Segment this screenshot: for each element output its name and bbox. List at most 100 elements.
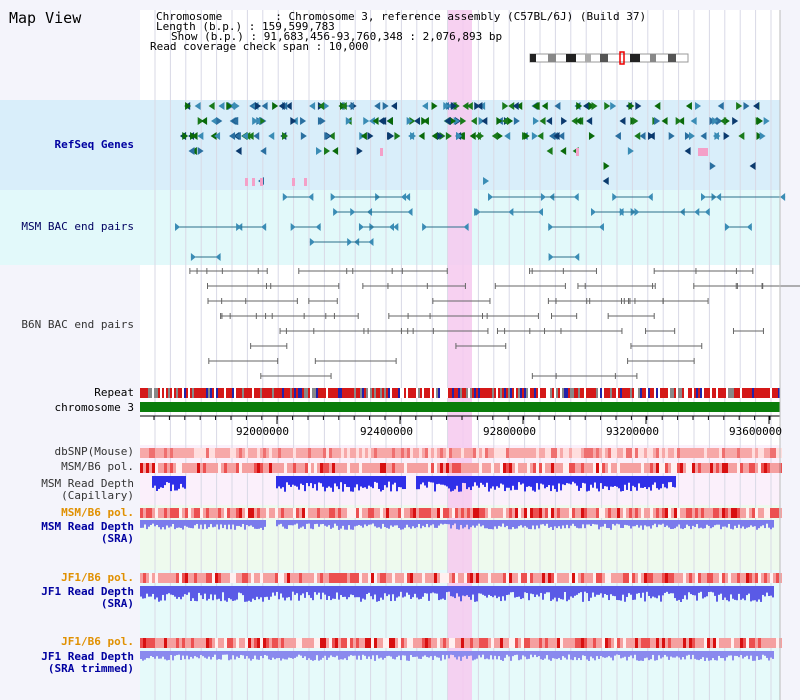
jf1-depth-trimmed-bar [352,651,354,656]
track-label-refseq[interactable]: RefSeq Genes [54,138,134,151]
msm-pol-capillary-strip [269,463,272,473]
jf1-pol-strip [608,573,611,583]
msm-depth-capillary-bar [280,476,282,489]
jf1-depth-sra-bar [502,586,504,597]
msm-depth-sra-bar [280,520,282,524]
jf1-depth-sra-bar [184,586,186,595]
jf1-pol-strip [170,573,173,583]
msm-depth-capillary-bar [454,476,456,490]
repeat-stripe [446,388,448,398]
track-label-dbsnp[interactable]: dbSNP(Mouse) [54,445,134,458]
msm-depth-sra-bar [494,520,496,527]
ruler-tick-label: 93600000 [729,425,782,438]
jf1-depth-trimmed-bar [554,651,556,659]
track-label-chromosome[interactable]: chromosome 3 [54,401,134,414]
jf1-depth-sra-bar [232,586,234,601]
msm-depth-sra-bar [634,520,636,527]
repeat-stripe [696,388,698,398]
bac-end [591,208,597,216]
msm-pol-sra-strip [587,508,590,518]
msm-depth-sra-bar [428,520,430,528]
track-label-repeat[interactable]: Repeat [94,386,134,399]
track-label-msm-depth-sra[interactable]: MSM Read Depth [41,520,134,533]
repeat-stripe [364,388,366,398]
jf1-pol-strip [527,573,530,583]
msm-pol-sra-strip [758,508,761,518]
msm-depth-sra-bar [148,520,150,527]
track-label-msm-depth-capillary[interactable]: MSM Read Depth [41,477,134,490]
msm-depth-capillary-bar [276,476,278,489]
jf1-pol-trimmed-strip [194,638,197,648]
jf1-depth-sra-bar [480,586,482,594]
bac-end [290,223,296,231]
jf1-pol-trimmed-strip [584,638,587,648]
jf1-pol-trimmed-strip [203,638,206,648]
repeat-stripe [324,388,326,398]
track-label-jf1-depth-2[interactable]: JF1 Read Depth [41,650,134,663]
repeat-stripe [248,388,250,398]
track-label-jf1-pol-2[interactable]: JF1/B6 pol. [61,635,134,648]
jf1-depth-trimmed-bar [736,651,738,656]
msm-pol-capillary-strip [383,463,386,473]
track-label-msm-pol-sra[interactable]: MSM/B6 pol. [61,506,134,519]
gene-glyph [507,117,514,125]
track-label-msm-pol-capillary[interactable]: MSM/B6 pol. [61,460,134,473]
dbsnp-strip [338,448,341,458]
repeat-stripe [682,388,684,398]
repeat-stripe [154,388,156,398]
jf1-depth-trimmed-bar [140,651,142,659]
jf1-depth-trimmed-bar [506,651,508,655]
jf1-pol-trimmed-strip [236,638,239,648]
jf1-pol-trimmed-strip [488,638,491,648]
msm-pol-capillary-strip [254,463,257,473]
repeat-stripe [588,388,590,398]
jf1-depth-trimmed-bar [484,651,486,660]
dbsnp-strip [605,448,608,458]
dbsnp-strip [371,448,374,458]
msm-depth-capillary-bar [520,476,522,485]
dbsnp-strip [737,448,740,458]
msm-depth-capillary-bar [162,476,164,488]
jf1-pol-trimmed-strip [401,638,404,648]
dbsnp-strip [719,448,722,458]
jf1-pol-strip [581,573,584,583]
track-label-b6n-bac[interactable]: B6N BAC end pairs [21,318,134,331]
gene-glyph [300,117,307,125]
msm-pol-capillary-strip [758,463,761,473]
dbsnp-strip [620,448,623,458]
repeat-stripe [406,388,408,398]
jf1-pol-trimmed-strip [563,638,566,648]
track-label-jf1-pol-1[interactable]: JF1/B6 pol. [61,571,134,584]
msm-depth-sra-bar [326,520,328,527]
msm-depth-sra-bar [204,520,206,525]
track-label-jf1-depth-1[interactable]: JF1 Read Depth [41,585,134,598]
gene-glyph [368,117,375,125]
dbsnp-strip [536,448,539,458]
jf1-depth-sra-bar [498,586,500,597]
jf1-pol-strip [653,573,656,583]
track-label-msm-bac[interactable]: MSM BAC end pairs [21,220,134,233]
jf1-depth-sra-bar [740,586,742,600]
msm-depth-capillary-bar [432,476,434,483]
msm-depth-sra-bar [542,520,544,525]
jf1-pol-trimmed-strip [290,638,293,648]
jf1-depth-trimmed-bar [222,651,224,655]
msm-pol-capillary-strip [527,463,530,473]
repeat-stripe [756,388,758,398]
dbsnp-strip [185,448,188,458]
repeat-stripe [648,388,650,398]
jf1-depth-trimmed-bar [212,651,214,658]
msm-pol-capillary-strip [743,463,746,473]
msm-pol-sra-strip [716,508,719,518]
jf1-pol-trimmed-strip [470,638,473,648]
gene-glyph [422,117,429,125]
msm-depth-sra-bar [766,520,768,524]
msm-pol-capillary-strip [695,463,698,473]
msm-depth-sra-bar [736,520,738,528]
msm-depth-sra-bar [504,520,506,528]
jf1-depth-trimmed-bar [640,651,642,661]
msm-pol-capillary-strip [452,463,455,473]
dbsnp-strip [245,448,248,458]
repeat-stripe [424,388,426,398]
